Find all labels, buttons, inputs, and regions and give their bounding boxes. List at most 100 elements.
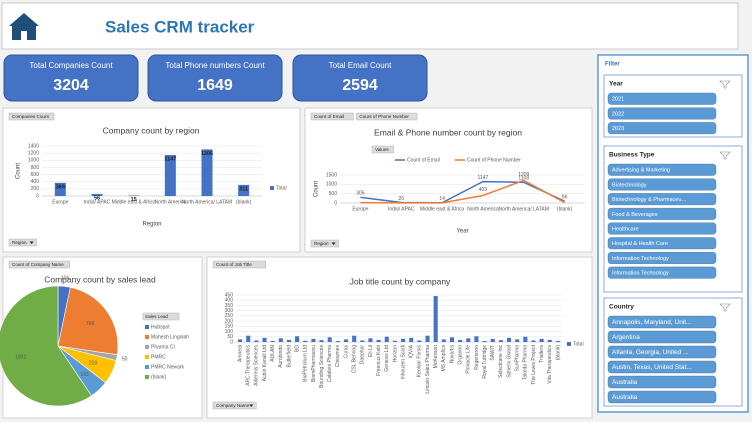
x-tick-label: Spherix Global xyxy=(506,345,512,378)
slicer-item-label: 2023 xyxy=(612,126,624,132)
y-tick-label: 0 xyxy=(36,193,39,199)
slicer-item[interactable] xyxy=(607,222,717,235)
data-label: 1902 xyxy=(15,355,26,361)
y-tick-label: 600 xyxy=(31,172,40,178)
slicer-item[interactable] xyxy=(607,122,717,135)
slicer-item[interactable] xyxy=(607,193,717,206)
bar xyxy=(392,340,397,342)
slicer-item[interactable] xyxy=(607,375,717,389)
slicer-item[interactable] xyxy=(607,251,717,264)
slicer-item[interactable] xyxy=(607,330,717,344)
legend-label: Hubspot xyxy=(151,324,170,330)
legend-swatch xyxy=(567,342,571,346)
data-label: 50 xyxy=(122,357,128,363)
x-tick-label: Horizon xyxy=(392,345,398,362)
bar xyxy=(523,336,528,342)
slicer-item[interactable] xyxy=(607,266,717,279)
x-tick-label: Genesis Ltd xyxy=(384,345,390,372)
field-button[interactable] xyxy=(371,145,394,154)
x-tick-label: North America/ LATAM xyxy=(499,206,549,212)
legend-label: Total xyxy=(276,185,287,191)
field-button[interactable] xyxy=(356,112,418,121)
field-button-label: Count of Email xyxy=(314,114,344,119)
slicer-item[interactable] xyxy=(607,178,717,191)
slicer-item[interactable] xyxy=(607,345,717,359)
data-label: 311 xyxy=(239,186,248,192)
slicer-clear-icon[interactable] xyxy=(719,80,731,89)
slicer-title: Year xyxy=(609,81,623,88)
x-tick-label: Organon xyxy=(457,345,463,365)
x-tick-label: Curax xyxy=(343,345,349,359)
field-button[interactable] xyxy=(212,260,266,269)
y-tick-label: 350 xyxy=(225,303,234,309)
x-tick-label: Aurobindo xyxy=(278,345,284,368)
slicer-clear-icon[interactable] xyxy=(719,151,731,160)
y-tick-label: 150 xyxy=(225,324,234,330)
field-button-label: Values xyxy=(375,147,389,152)
x-tick-label: (blank) xyxy=(555,345,561,361)
slicer-item[interactable] xyxy=(607,315,717,329)
legend-label: (blank) xyxy=(151,374,167,380)
field-button[interactable] xyxy=(212,401,257,410)
field-button[interactable] xyxy=(310,112,354,121)
bar xyxy=(433,296,438,342)
slicer-clear-icon[interactable] xyxy=(719,303,731,312)
bar xyxy=(295,336,300,342)
x-tick-label: The Lewis Project xyxy=(531,344,537,384)
field-button[interactable] xyxy=(310,239,339,248)
home-roof xyxy=(9,13,39,26)
field-button-label: Region xyxy=(314,241,329,246)
kpi-card xyxy=(292,54,428,102)
bar xyxy=(376,339,381,342)
field-button[interactable] xyxy=(8,238,37,247)
legend-label: Mahesh Lingolah xyxy=(151,334,189,340)
x-tick-label: Freenius Kabi xyxy=(376,345,382,376)
slicer-item-label: Information Technology xyxy=(612,271,669,277)
x-tick-label: MS Ampfics xyxy=(441,345,447,372)
legend-label: Count of Phone Number xyxy=(467,157,521,163)
slicer-item[interactable] xyxy=(607,163,717,176)
x-tick-label: Eli Lil xyxy=(368,345,374,357)
bar xyxy=(327,337,332,342)
bar xyxy=(531,340,536,342)
slicer-item-label: Argentina xyxy=(612,334,640,341)
bar xyxy=(482,340,487,342)
data-label: 96 xyxy=(562,195,568,201)
data-label: 163 xyxy=(80,372,89,378)
kpi-label: Total Phone numbers Count xyxy=(165,61,265,70)
x-tick-label: BiomPharmaceu xyxy=(311,345,317,382)
slicer-item[interactable] xyxy=(607,390,717,404)
field-button[interactable] xyxy=(8,260,70,269)
data-label: 106 xyxy=(61,276,70,282)
bar xyxy=(466,338,471,342)
home-icon[interactable] xyxy=(9,13,39,40)
bar xyxy=(490,338,495,342)
slicer-item[interactable] xyxy=(607,92,717,105)
y-axis-title: Count xyxy=(16,163,22,179)
slicer-title: Country xyxy=(609,304,634,311)
x-tick-label: SAWIT xyxy=(490,345,496,361)
slicer-item-label: 2021 xyxy=(612,97,624,103)
x-axis-title: Year xyxy=(456,229,468,235)
header-bar xyxy=(1,2,739,50)
slicer-item-label: Biotechnology xyxy=(612,182,647,188)
bar xyxy=(352,335,357,342)
data-label: 1209 xyxy=(518,172,529,178)
slicer-item[interactable] xyxy=(607,237,717,250)
data-label: 1306 xyxy=(201,151,213,157)
data-label: 403 xyxy=(479,187,488,193)
y-tick-label: 400 xyxy=(225,298,234,304)
field-button[interactable] xyxy=(8,112,55,121)
kpi-value: 3204 xyxy=(53,77,89,94)
legend-title-box xyxy=(142,312,180,321)
y-tick-label: 300 xyxy=(225,308,234,314)
y-tick-label: 450 xyxy=(225,292,234,298)
slicer-item[interactable] xyxy=(607,107,717,120)
kpi-value: 1649 xyxy=(197,77,233,94)
x-tick-label: CSL Behring xyxy=(352,345,358,373)
x-tick-label: Regeneron xyxy=(474,345,480,370)
slicer-item[interactable] xyxy=(607,207,717,220)
x-tick-label: North America xyxy=(467,206,499,212)
slicer-item[interactable] xyxy=(607,360,717,374)
x-tick-label: Europe xyxy=(352,206,368,212)
